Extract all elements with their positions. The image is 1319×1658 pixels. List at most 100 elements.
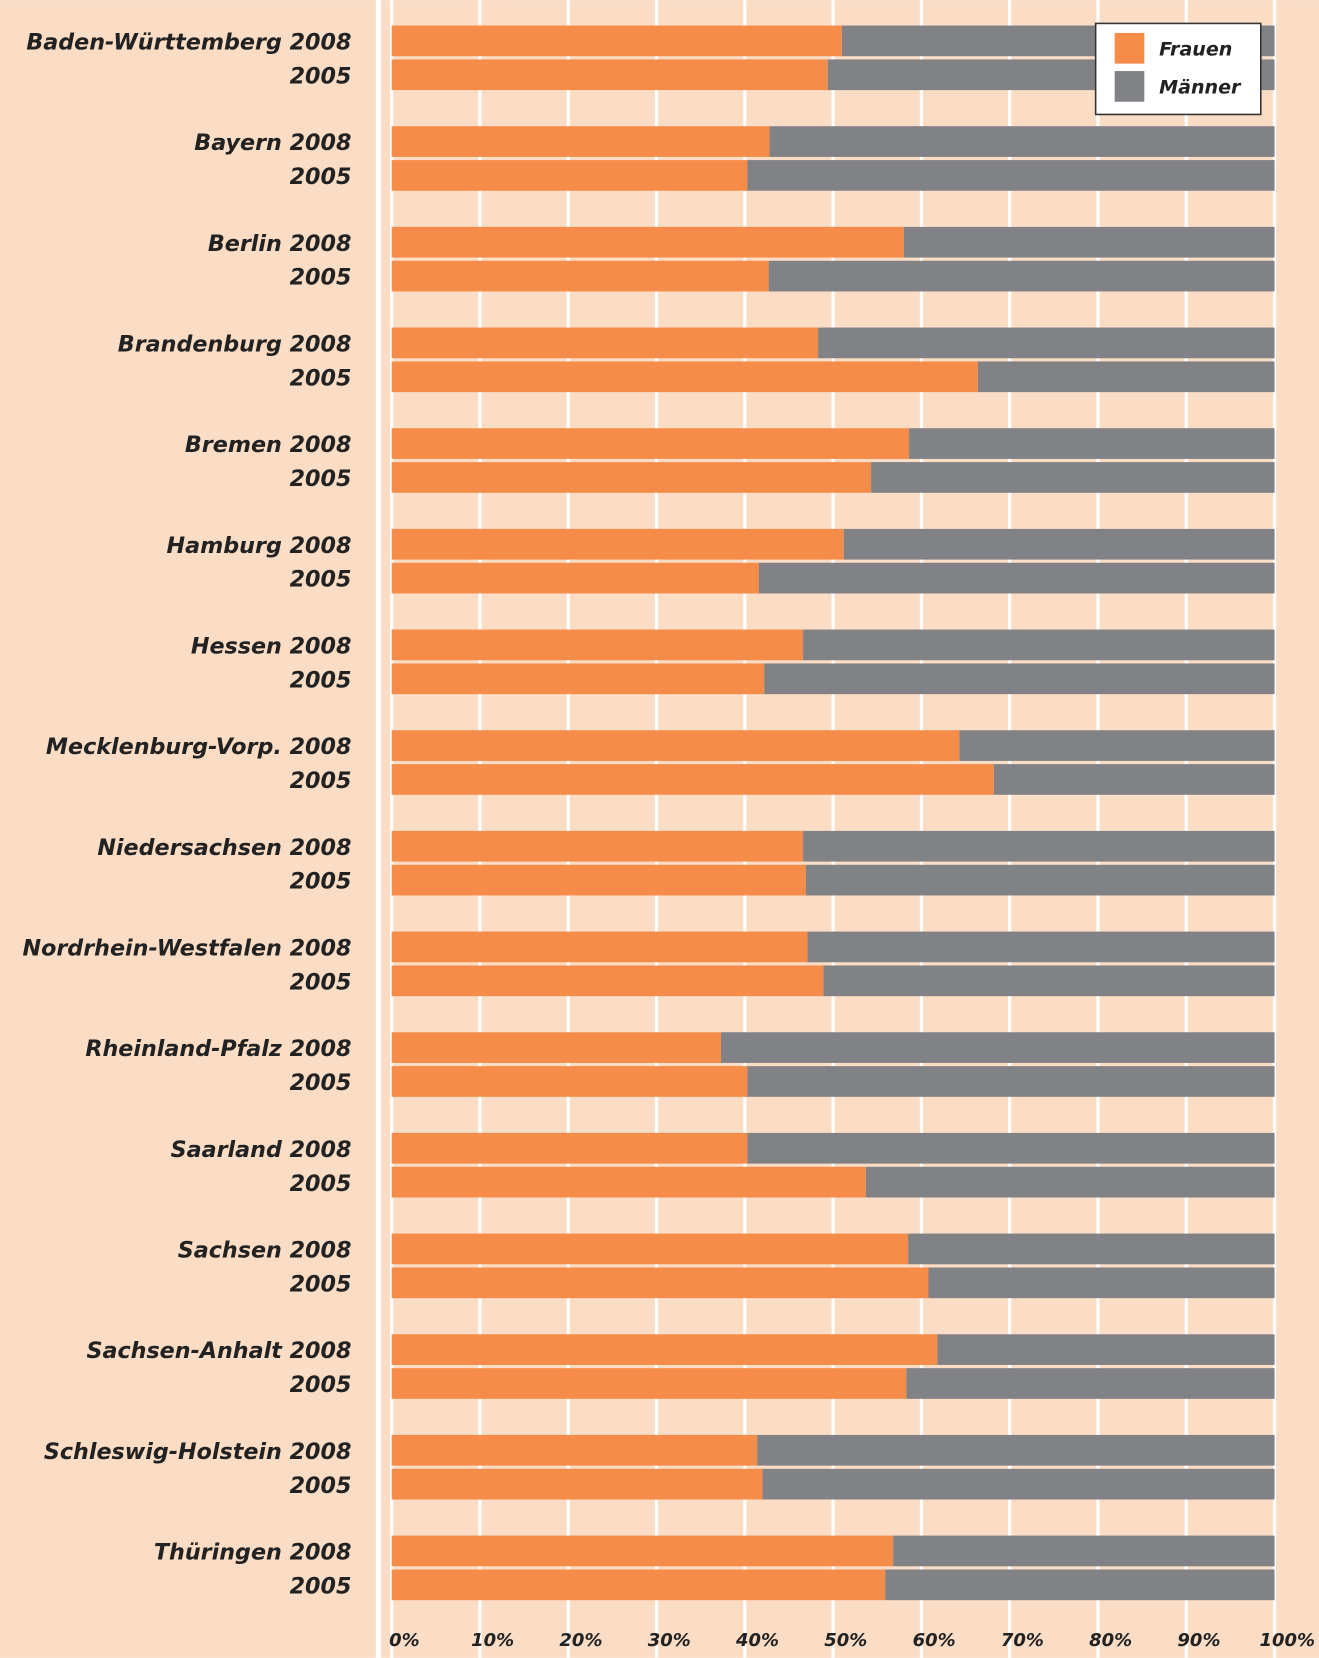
legend-label: Männer: [1159, 76, 1242, 98]
bar-segment: [865, 1166, 1275, 1198]
bar-segment: [391, 1032, 721, 1063]
y-tick-label: 2005: [290, 164, 352, 190]
x-tick-label: 50%: [824, 1630, 867, 1651]
bar-segment: [391, 965, 824, 997]
bar-segment: [909, 428, 1275, 459]
bar-segment: [391, 931, 808, 963]
bar-segment: [769, 126, 1275, 157]
y-tick-label: 2005: [290, 466, 352, 492]
bar-segment: [391, 830, 804, 862]
bar-segment: [391, 562, 759, 594]
bar-segment: [391, 361, 978, 393]
y-tick-label: 2005: [290, 768, 352, 794]
bar-segment: [937, 1334, 1275, 1365]
x-tick-label: 70%: [1001, 1630, 1044, 1651]
bar-segment: [391, 528, 844, 560]
bar-segment: [747, 1066, 1275, 1097]
bar-segment: [391, 1434, 758, 1466]
bar-segment: [391, 1468, 763, 1500]
y-tick-label: Bremen 2008: [185, 432, 352, 458]
x-tick-label: 100%: [1259, 1630, 1315, 1651]
bar-segment: [885, 1569, 1275, 1601]
y-tick-label: Sachsen 2008: [178, 1238, 352, 1264]
y-tick-label: 2005: [290, 869, 352, 895]
bar-segment: [977, 361, 1275, 393]
y-tick-label: Baden-Württemberg 2008: [26, 29, 351, 55]
bar-segment: [391, 59, 828, 91]
y-tick-label: Rheinland-Pfalz 2008: [85, 1036, 351, 1062]
x-tick-label: 20%: [559, 1630, 602, 1651]
bar-segment: [928, 1267, 1275, 1299]
bar-segment: [391, 1535, 894, 1567]
bar-segment: [843, 528, 1275, 560]
bar-segment: [391, 25, 842, 57]
y-tick-label: 2005: [290, 567, 352, 593]
bar-segment: [391, 226, 904, 258]
bar-segment: [764, 663, 1275, 695]
bar-segment: [720, 1032, 1275, 1063]
x-tick-label: 80%: [1089, 1630, 1132, 1651]
bar-segment: [906, 1368, 1275, 1399]
bar-segment: [391, 629, 804, 661]
bar-segment: [391, 1233, 909, 1265]
y-tick-label: Niedersachsen 2008: [97, 835, 351, 861]
x-tick-label: 90%: [1177, 1630, 1220, 1651]
bar-segment: [391, 1334, 938, 1365]
bar-segment: [747, 1132, 1275, 1164]
bar-segment: [807, 931, 1275, 963]
bar-segment: [391, 126, 770, 157]
bar-segment: [747, 160, 1275, 191]
bar-segment: [757, 1434, 1275, 1466]
bar-segment: [391, 1132, 748, 1164]
bar-segment: [758, 562, 1275, 594]
bar-segment: [391, 462, 872, 493]
x-tick-label: 0%: [389, 1630, 420, 1651]
y-tick-label: 2005: [290, 1271, 352, 1297]
y-tick-label: Bayern 2008: [194, 130, 351, 156]
bar-segment: [959, 730, 1275, 761]
bar-segment: [391, 428, 910, 459]
bar-segment: [768, 260, 1275, 292]
y-tick-label: Mecklenburg-Vorp. 2008: [46, 734, 352, 760]
y-tick-label: 2005: [290, 365, 352, 391]
bar-segment: [908, 1233, 1275, 1265]
bar-segment: [803, 629, 1275, 661]
y-tick-label: Sachsen-Anhalt 2008: [86, 1338, 351, 1364]
bar-segment: [391, 864, 806, 896]
x-tick-label: 40%: [735, 1630, 779, 1651]
y-tick-label: 2005: [290, 1573, 352, 1599]
bar-segment: [993, 764, 1275, 795]
bar-segment: [391, 1267, 929, 1299]
legend-swatch: [1114, 71, 1145, 102]
bar-segment: [391, 260, 769, 292]
y-tick-label: Thüringen 2008: [154, 1540, 352, 1566]
x-tick-label: 30%: [648, 1630, 691, 1651]
y-tick-label: 2005: [290, 667, 352, 693]
y-tick-label: Hessen 2008: [191, 634, 352, 660]
legend-swatch: [1114, 32, 1145, 64]
bar-segment: [762, 1468, 1275, 1500]
bar-segment: [391, 730, 960, 761]
bar-segment: [391, 1368, 907, 1399]
y-tick-label: Brandenburg 2008: [118, 332, 352, 358]
bar-segment: [823, 965, 1275, 997]
bar-segment: [805, 864, 1275, 896]
bar-segment: [391, 160, 748, 191]
y-tick-label: 2005: [290, 265, 352, 291]
y-tick-label: 2005: [290, 969, 352, 995]
label-panel: [0, 0, 376, 1658]
bar-segment: [871, 462, 1275, 493]
y-tick-label: Berlin 2008: [208, 231, 352, 257]
x-tick-label: 10%: [471, 1630, 514, 1651]
bar-segment: [391, 1066, 748, 1097]
y-tick-label: Nordrhein-Westfalen 2008: [22, 936, 351, 962]
y-tick-label: 2005: [290, 1171, 352, 1197]
y-tick-label: 2005: [290, 1070, 352, 1096]
y-tick-label: Schleswig-Holstein 2008: [44, 1439, 352, 1465]
bar-segment: [391, 1166, 866, 1198]
y-tick-label: Saarland 2008: [171, 1137, 352, 1163]
bar-segment: [903, 226, 1275, 258]
bar-segment: [391, 663, 765, 695]
y-tick-label: 2005: [290, 1372, 352, 1398]
bar-segment: [391, 1569, 886, 1601]
